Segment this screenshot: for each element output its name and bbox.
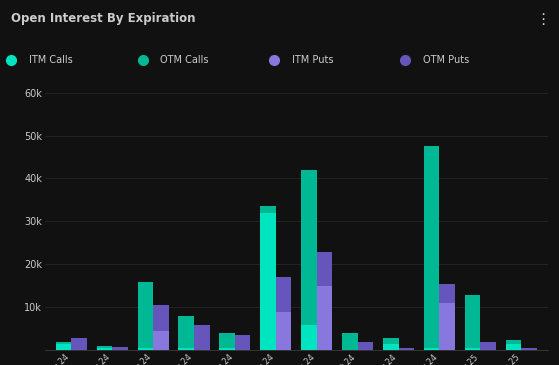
Bar [439, 303, 455, 350]
Bar [56, 342, 72, 350]
Bar [480, 342, 496, 350]
Bar [424, 146, 439, 350]
Text: ⋮: ⋮ [536, 12, 551, 27]
Bar [97, 348, 112, 350]
Text: OTM Puts: OTM Puts [423, 55, 470, 65]
Bar [358, 342, 373, 350]
Bar [153, 305, 169, 350]
Text: ITM Calls: ITM Calls [29, 55, 73, 65]
Bar [301, 324, 317, 350]
Text: OTM Calls: OTM Calls [160, 55, 209, 65]
Bar [317, 251, 332, 350]
Bar [178, 316, 194, 350]
Bar [439, 284, 455, 350]
Bar [521, 348, 537, 350]
Bar [424, 348, 439, 350]
Bar [399, 348, 414, 350]
Bar [112, 346, 128, 350]
Bar [56, 344, 72, 350]
Bar [317, 286, 332, 350]
Bar [219, 348, 235, 350]
Bar [235, 335, 250, 350]
Bar [465, 348, 480, 350]
Bar [194, 324, 210, 350]
Bar [301, 170, 317, 350]
Bar [260, 207, 276, 350]
Bar [97, 346, 112, 350]
Bar [276, 312, 291, 350]
Bar [506, 340, 521, 350]
Text: ITM Puts: ITM Puts [292, 55, 333, 65]
Bar [260, 213, 276, 350]
Bar [138, 348, 153, 350]
Bar [178, 348, 194, 350]
Bar [153, 331, 169, 350]
Text: Open Interest By Expiration: Open Interest By Expiration [11, 12, 196, 25]
Bar [465, 295, 480, 350]
Bar [72, 338, 87, 350]
Bar [383, 338, 399, 350]
Bar [138, 282, 153, 350]
Bar [342, 333, 358, 350]
Bar [383, 344, 399, 350]
Bar [219, 333, 235, 350]
Bar [276, 277, 291, 350]
Bar [506, 344, 521, 350]
